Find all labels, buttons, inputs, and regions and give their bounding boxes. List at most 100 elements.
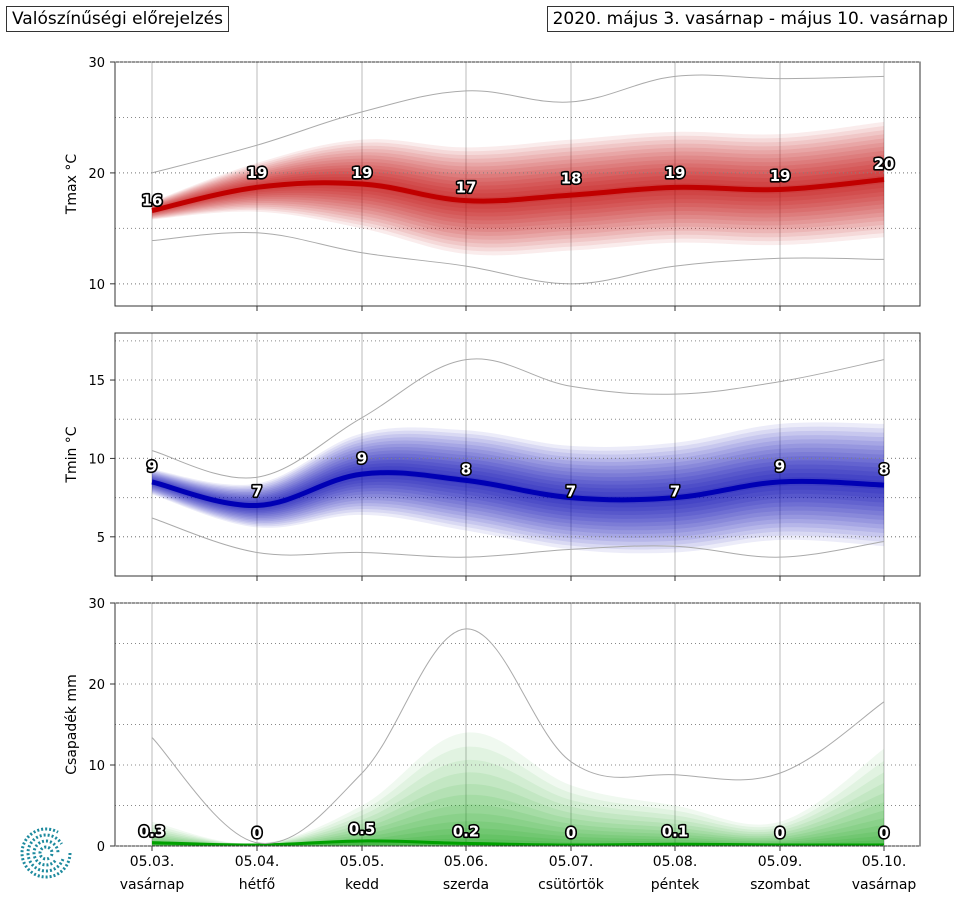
data-label: 0.2 <box>453 822 480 840</box>
band-layer <box>152 134 884 244</box>
y-axis-label: Tmax °C <box>64 154 80 216</box>
envelope-max-line <box>151 74 885 174</box>
x-date-label: 05.03. <box>130 854 175 870</box>
chart-title-date-range: 2020. május 3. vasárnap - május 10. vasá… <box>546 6 954 32</box>
probability-band <box>151 121 885 256</box>
x-date-label: 05.08. <box>653 854 698 870</box>
data-label: 9 <box>147 457 157 475</box>
panel-csapadk: 0 10 20 30 Csapadék mm 0.3 0 0.5 0.2 0 0.1 0 0 <box>64 597 921 855</box>
envelope-min-line <box>151 517 885 558</box>
data-label: 20 <box>874 155 895 173</box>
data-label: 0 <box>252 824 262 842</box>
band-layer <box>152 121 884 256</box>
median-line <box>151 839 885 846</box>
data-label: 0.1 <box>662 822 689 840</box>
x-day-label: kedd <box>345 877 379 893</box>
logo-arc <box>26 833 65 873</box>
panel-frame <box>114 602 921 847</box>
band-layer <box>152 138 884 240</box>
band-layer <box>152 772 884 846</box>
band-layer <box>152 154 884 225</box>
y-tick-label: 5 <box>97 531 105 546</box>
x-date-label: 05.05. <box>340 854 385 870</box>
y-tick-label: 10 <box>88 759 105 774</box>
y-tick-label: 10 <box>88 452 105 467</box>
chart-title-left: Valószínűségi előrejelzés <box>6 6 229 32</box>
panel-frame <box>114 61 921 307</box>
y-axis-label: Tmin °C <box>64 426 80 483</box>
data-label: 7 <box>670 482 680 500</box>
logo-arc <box>32 839 60 867</box>
probability-band <box>151 732 885 846</box>
x-date-label: 05.09. <box>758 854 803 870</box>
band-layer <box>152 146 884 233</box>
band-layer <box>152 130 884 248</box>
x-date-label: 05.06. <box>444 854 489 870</box>
x-day-label: hétfő <box>239 877 275 893</box>
data-label: 8 <box>461 460 471 478</box>
data-label: 19 <box>770 167 791 185</box>
data-label: 18 <box>561 169 582 187</box>
data-label: 7 <box>252 482 262 500</box>
panel-frame <box>114 332 921 577</box>
data-label: 9 <box>357 449 367 467</box>
data-label: 0 <box>775 824 785 842</box>
band-layer <box>152 126 884 252</box>
band-layer <box>152 821 884 846</box>
data-label: 8 <box>879 460 889 478</box>
logo-arc <box>38 845 54 861</box>
band-layer <box>152 732 884 846</box>
data-label: 0 <box>566 824 576 842</box>
x-date-label: 05.10. <box>862 854 907 870</box>
band-layer <box>152 759 884 846</box>
data-label: 7 <box>566 482 576 500</box>
data-label: 9 <box>775 457 785 475</box>
x-date-label: 05.04. <box>235 854 280 870</box>
envelope-min-line <box>151 231 885 285</box>
band-layer <box>152 813 884 846</box>
band-layer <box>152 163 884 217</box>
data-label: 17 <box>456 178 477 196</box>
probability-band <box>151 422 885 554</box>
y-tick-label: 30 <box>88 56 105 71</box>
y-tick-label: 20 <box>88 167 105 182</box>
y-tick-label: 20 <box>88 678 105 693</box>
median-line <box>151 470 885 508</box>
data-label: 16 <box>142 192 163 210</box>
panel-tmax: 10 20 30 Tmax °C 16 19 19 17 18 19 19 20 <box>64 56 921 311</box>
x-day-label: vasárnap <box>852 877 917 893</box>
band-layer <box>152 746 884 846</box>
x-day-label: szombat <box>750 877 810 893</box>
band-layer <box>152 142 884 236</box>
data-label: 0 <box>879 824 889 842</box>
data-label: 19 <box>665 164 686 182</box>
y-axis-label: Csapadék mm <box>64 674 80 774</box>
x-axis-labels: 05.03. vasárnap 05.04. hétfő 05.05. kedd 05.06… <box>120 854 917 893</box>
data-label: 0.5 <box>349 820 376 838</box>
band-layer <box>152 167 884 213</box>
data-label: 19 <box>352 164 373 182</box>
x-day-label: péntek <box>651 877 700 893</box>
envelope-max-line <box>151 358 885 479</box>
band-layer <box>152 783 884 846</box>
y-tick-label: 0 <box>97 840 105 855</box>
band-layer <box>152 158 884 221</box>
logo <box>20 827 72 879</box>
band-layer <box>152 794 884 846</box>
x-day-label: csütörtök <box>538 877 605 893</box>
x-day-label: szerda <box>443 877 489 893</box>
envelope-max-line <box>151 628 885 844</box>
x-date-label: 05.07. <box>549 854 594 870</box>
data-label: 0.3 <box>139 822 166 840</box>
y-tick-label: 10 <box>88 278 105 293</box>
band-layer <box>152 150 884 229</box>
panel-tmin: 5 10 15 Tmin °C 9 7 9 8 7 7 9 8 <box>64 332 921 581</box>
band-layer <box>152 828 884 846</box>
data-label: 19 <box>247 164 268 182</box>
y-tick-label: 30 <box>88 597 105 612</box>
y-tick-label: 15 <box>88 374 105 389</box>
median-line <box>151 177 885 214</box>
band-layer <box>152 804 884 846</box>
x-day-label: vasárnap <box>120 877 185 893</box>
